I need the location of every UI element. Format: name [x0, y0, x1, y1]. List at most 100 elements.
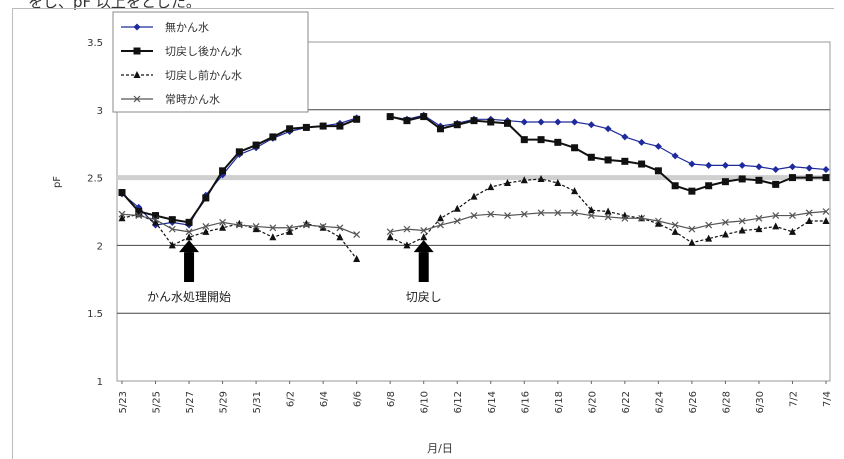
legend-entry: 切戻し前かん水 — [121, 68, 242, 82]
data-point — [219, 167, 227, 175]
x-tick-label: 6/10 — [420, 391, 431, 413]
data-point — [671, 221, 679, 229]
x-tick-label: 5/27 — [185, 391, 196, 413]
arrow-head — [179, 239, 200, 253]
legend-marker — [133, 23, 141, 31]
data-point — [353, 254, 361, 262]
caption-text: をし、pF 以上をとした。 — [28, 0, 201, 11]
data-point — [654, 142, 662, 150]
data-point — [202, 222, 210, 230]
data-point — [319, 222, 327, 230]
x-tick-label: 6/28 — [721, 391, 732, 413]
data-point — [705, 161, 713, 169]
x-tick-label: 6/4 — [319, 391, 330, 407]
data-point — [654, 167, 662, 175]
x-tick-label: 6/2 — [286, 391, 297, 407]
data-point — [219, 218, 226, 226]
data-point — [437, 221, 444, 229]
data-point — [587, 212, 595, 219]
data-point — [688, 225, 696, 233]
data-point — [788, 227, 796, 235]
annotation-label: 切戻し — [406, 290, 442, 304]
data-point — [202, 194, 210, 202]
data-point — [738, 175, 746, 183]
y-tick-label: 1 — [97, 377, 103, 388]
x-tick-label: 6/6 — [353, 391, 364, 407]
series-2 — [118, 113, 830, 226]
data-point — [805, 174, 813, 182]
x-tick-label: 5/25 — [152, 391, 163, 413]
x-tick-label: 5/23 — [118, 391, 129, 413]
data-point — [688, 238, 696, 246]
y-tick-label: 1.5 — [87, 309, 103, 320]
data-point — [386, 228, 394, 236]
data-point — [302, 221, 310, 229]
data-point — [470, 212, 478, 219]
data-point — [654, 219, 662, 227]
data-point — [118, 214, 126, 222]
data-point — [168, 241, 176, 249]
data-point — [571, 118, 579, 126]
data-point — [755, 176, 763, 184]
data-point — [638, 214, 646, 222]
data-point — [805, 209, 813, 217]
data-point — [168, 225, 176, 233]
data-point — [705, 234, 713, 242]
data-point — [386, 233, 394, 241]
data-point — [235, 221, 243, 229]
data-point — [654, 217, 662, 225]
x-tick-label: 6/12 — [453, 391, 464, 413]
data-point — [755, 225, 763, 233]
x-tick-label: 6/8 — [386, 391, 397, 407]
data-point — [554, 179, 562, 187]
data-point — [504, 212, 511, 219]
data-point — [604, 125, 612, 133]
data-point — [185, 233, 193, 241]
data-point — [755, 163, 763, 171]
legend-label: 切戻し前かん水 — [165, 68, 242, 82]
data-point — [772, 222, 780, 230]
data-point — [638, 138, 646, 146]
legend-label: 無かん水 — [165, 20, 209, 34]
data-point — [671, 182, 679, 190]
data-point — [353, 115, 361, 123]
data-point — [336, 122, 344, 130]
data-point — [286, 125, 294, 133]
data-point — [671, 152, 679, 160]
data-point — [705, 221, 713, 229]
x-tick-label: 6/26 — [688, 391, 699, 413]
annotation-layer: かん水処理開始 切戻し — [147, 239, 442, 304]
data-point — [822, 174, 830, 182]
data-point — [436, 125, 444, 133]
data-point — [688, 187, 696, 195]
x-tick-label: 6/16 — [520, 391, 531, 413]
x-tick-label: 6/18 — [554, 391, 565, 413]
data-point — [252, 222, 260, 230]
legend-entry: 切戻し後かん水 — [121, 44, 242, 58]
data-point — [721, 161, 729, 169]
data-point — [520, 176, 528, 184]
data-point — [286, 224, 294, 232]
data-point — [252, 141, 260, 149]
x-tick-label: 6/24 — [654, 391, 665, 413]
data-point — [604, 213, 612, 221]
data-point — [386, 113, 394, 121]
data-point — [336, 224, 344, 232]
data-point — [788, 163, 796, 171]
data-point — [537, 118, 545, 126]
data-point — [336, 233, 344, 241]
data-point — [537, 209, 545, 217]
data-point — [671, 227, 679, 235]
data-point — [554, 118, 562, 126]
data-point — [805, 164, 813, 172]
data-point — [604, 207, 612, 215]
series-4 — [118, 208, 830, 238]
data-point — [403, 241, 411, 249]
data-point — [772, 180, 780, 188]
data-point — [185, 228, 193, 236]
data-point — [269, 133, 277, 141]
data-point — [755, 214, 763, 222]
series-layer — [118, 111, 830, 262]
x-tick-label: 6/14 — [487, 391, 498, 413]
arrow-shaft — [418, 252, 429, 283]
